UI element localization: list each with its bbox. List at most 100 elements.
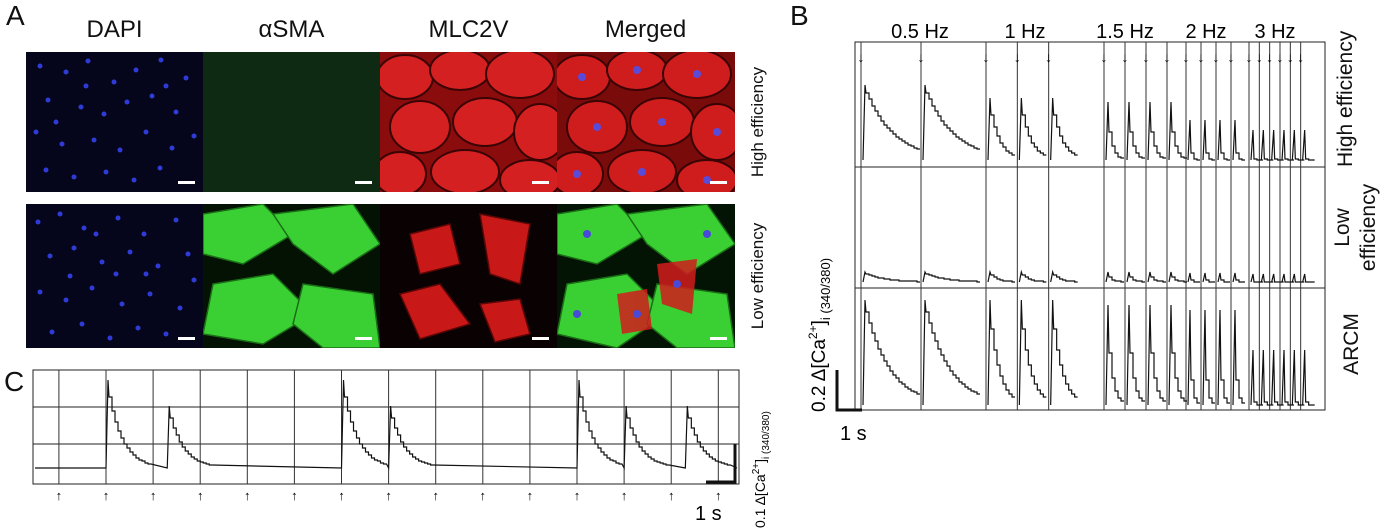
scale-bar — [355, 181, 372, 184]
calcium-transient — [987, 269, 1015, 283]
calcium-transient — [1250, 129, 1263, 161]
scale-bar — [355, 337, 372, 340]
panel-b-letter: B — [790, 0, 809, 31]
calcium-transient — [1187, 119, 1200, 161]
stimulus-arrow: ↓ — [1183, 49, 1190, 65]
column-header-mlc2v: MLC2V — [428, 16, 509, 43]
calcium-transient — [1260, 349, 1274, 406]
stimulus-arrow: ↓ — [1246, 49, 1253, 65]
stimulus-arrow: ↑ — [103, 488, 110, 503]
ylabel-c-sub: i (340/380) — [761, 411, 772, 459]
scale-bar — [532, 181, 549, 184]
stimulus-arrow: ↑ — [56, 488, 63, 503]
stimulus-arrow: ↓ — [1213, 49, 1220, 65]
calcium-transient — [1147, 304, 1166, 406]
calcium-transient — [862, 299, 920, 406]
nuclei-dots — [35, 211, 197, 341]
calcium-transient — [1271, 273, 1284, 283]
stimulus-arrow: ↑ — [621, 488, 628, 503]
calcium-transient — [1187, 309, 1200, 406]
calcium-transient — [922, 299, 980, 406]
micrograph-mlc2v-high-efficiency — [380, 52, 557, 192]
stimulus-arrow: ↓ — [1143, 49, 1150, 65]
calcium-transient — [922, 270, 980, 283]
freq-label-3hz: 3 Hz — [1254, 21, 1295, 43]
micrograph-asma-high-efficiency — [203, 52, 380, 192]
stimulus-arrow: ↓ — [1277, 49, 1284, 65]
stimulus-arrow: ↑ — [480, 488, 487, 503]
stimulus-arrow: ↓ — [858, 49, 865, 65]
micrograph-asma-low-efficiency — [203, 204, 380, 348]
ylabel-b-sub: i (340/380) — [818, 258, 833, 320]
freq-label-1-5hz: 1.5 Hz — [1096, 21, 1154, 43]
calcium-transient — [862, 270, 920, 283]
nuclei-dots — [33, 57, 197, 183]
micrograph-mlc2v-low-efficiency — [380, 204, 557, 348]
calcium-transient — [1281, 273, 1294, 283]
calcium-transient — [1260, 273, 1274, 283]
ylabel-b-sup: 2+ — [806, 325, 820, 339]
panel-c-grid — [32, 369, 740, 485]
calcium-trace-c — [35, 379, 738, 471]
calcium-transient — [1250, 349, 1263, 406]
panel-c-letter: C — [4, 366, 25, 397]
stimulus-arrow: ↓ — [1101, 49, 1108, 65]
stimulus-arrow: ↑ — [668, 488, 675, 503]
calcium-transient — [1281, 129, 1294, 161]
calcium-transient — [1217, 309, 1230, 406]
stimulus-arrow: ↓ — [1198, 49, 1205, 65]
column-header-asma: αSMA — [258, 16, 325, 43]
scale-bar — [178, 181, 195, 184]
ylabel-b-end: ] — [809, 320, 830, 325]
calcium-transient — [1105, 304, 1124, 406]
calcium-transient — [1302, 349, 1315, 406]
stimulus-arrow: ↑ — [715, 488, 722, 503]
calcium-transient — [1018, 299, 1047, 406]
calcium-transient — [1260, 129, 1274, 161]
calcium-transient — [922, 84, 980, 161]
calcium-transient — [1217, 119, 1230, 161]
calcium-transient — [1250, 273, 1263, 283]
stimulus-arrow: ↓ — [1122, 49, 1129, 65]
calcium-transient — [1217, 272, 1230, 283]
calcium-transient — [1281, 349, 1294, 406]
micrograph-merged-low-efficiency — [557, 204, 735, 348]
stimulus-arrow: ↓ — [1297, 49, 1304, 65]
calcium-transient — [1291, 349, 1305, 406]
calcium-transient — [1018, 97, 1047, 161]
column-header-dapi: DAPI — [86, 16, 143, 43]
calcium-transient — [1126, 271, 1145, 283]
calcium-transient — [1126, 304, 1145, 406]
scale-bar — [532, 337, 549, 340]
calcium-transient — [1147, 101, 1166, 161]
calcium-transient — [1050, 97, 1078, 161]
micrograph-dapi-high-efficiency — [26, 52, 203, 192]
stimulus-arrow: ↓ — [1256, 49, 1263, 65]
calcium-transient — [1202, 309, 1215, 406]
calcium-transient — [987, 299, 1015, 406]
scale-bar-c — [706, 444, 737, 484]
freq-label-0-5hz: 0.5 Hz — [891, 21, 949, 43]
calcium-transient — [1105, 101, 1124, 161]
stimulus-arrows-c: ↑ ↑ ↑ ↑ ↑ ↑ ↑ ↑ ↑ ↑ ↑ ↑ ↑ ↑ ↑ — [56, 488, 722, 503]
calcium-transient — [1168, 271, 1187, 283]
cell-shapes — [398, 213, 531, 343]
calcium-transient — [1105, 271, 1124, 283]
stimulus-arrow: ↓ — [1045, 49, 1052, 65]
stimulus-arrow: ↓ — [983, 49, 990, 65]
calcium-transient — [1302, 273, 1315, 283]
calcium-transient — [1232, 309, 1245, 406]
calcium-transient — [1187, 272, 1200, 283]
panel-b-grid — [854, 41, 1326, 411]
stimulus-arrow: ↑ — [291, 488, 298, 503]
stimulus-arrow: ↓ — [1287, 49, 1294, 65]
scale-bar-time-label-b: 1 s — [840, 423, 867, 445]
column-header-merged: Merged — [604, 16, 687, 43]
stimulus-arrow: ↑ — [244, 488, 251, 503]
ylabel-c-main: 0.1 Δ[Ca — [752, 474, 768, 528]
stimulus-arrow: ↓ — [1014, 49, 1021, 65]
calcium-transient — [1291, 273, 1305, 283]
calcium-transient — [1126, 101, 1145, 161]
calcium-transient — [1050, 269, 1078, 283]
